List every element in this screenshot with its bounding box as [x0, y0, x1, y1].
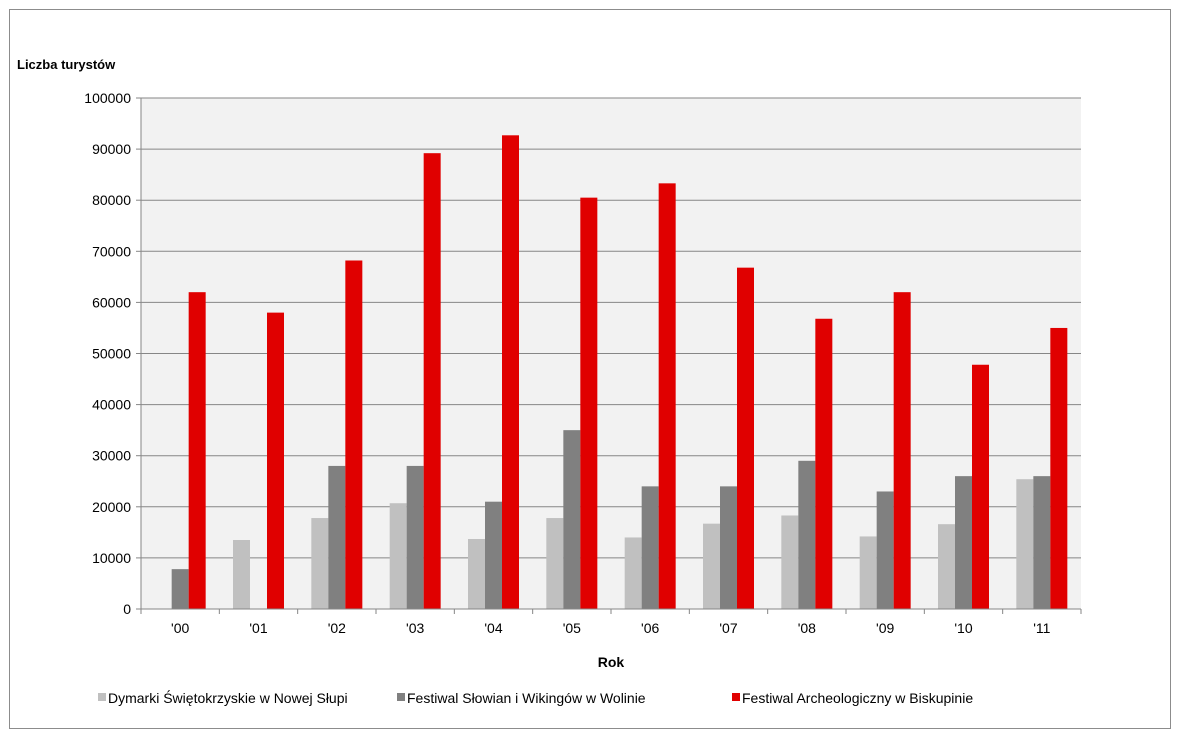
bar: [955, 476, 972, 609]
bar: [1016, 479, 1034, 609]
bar: [345, 260, 363, 609]
chart-frame: 0 10000 20000 30000 40000 50000 60000 70000 8000…: [9, 9, 1171, 729]
y-tick-label: 30000: [92, 448, 131, 464]
bar: [1050, 327, 1068, 609]
y-tick-label: 20000: [92, 499, 131, 515]
y-tick-label: 80000: [92, 192, 131, 208]
y-tick-label: 0: [123, 601, 131, 617]
y-tick-label: 60000: [92, 294, 131, 310]
bar: [658, 183, 676, 609]
x-tick-label: '11: [1033, 620, 1050, 636]
y-axis-title: Liczba turystów: [17, 57, 116, 72]
bar: [815, 318, 833, 609]
y-tick-label: 100000: [84, 90, 131, 106]
bar: [468, 538, 485, 609]
bar: [737, 267, 754, 609]
x-tick-label: '09: [876, 620, 894, 636]
bar: [624, 537, 642, 609]
bar: [876, 491, 894, 609]
bars: [171, 135, 1068, 610]
bar: [798, 460, 816, 609]
bar: [859, 536, 877, 609]
grid-lines: [141, 97, 1081, 559]
bar: [1033, 476, 1051, 609]
x-tick-label: '01: [249, 620, 267, 636]
x-tick-label: '00: [171, 620, 189, 636]
bar: [720, 486, 737, 609]
x-tick-label: '04: [484, 620, 502, 636]
x-axis-title: Rok: [598, 654, 625, 670]
bar: [423, 153, 441, 610]
x-tick-label: '06: [641, 620, 659, 636]
legend: Dymarki Świętokrzyskie w Nowej Słupi Fest…: [98, 689, 973, 706]
bar: [781, 515, 799, 609]
bar: [267, 312, 284, 609]
bar: [485, 501, 502, 609]
x-tick-label: '03: [406, 620, 424, 636]
y-tick-label: 40000: [92, 397, 131, 413]
x-tick-label: '05: [563, 620, 581, 636]
y-tick-label: 90000: [92, 141, 131, 157]
bar: [938, 524, 955, 609]
legend-label: Dymarki Świętokrzyskie w Nowej Słupi: [108, 689, 348, 706]
bar: [502, 135, 519, 609]
bar: [893, 292, 911, 609]
legend-swatch: [98, 693, 106, 701]
bar: [171, 569, 189, 609]
bar-chart: 0 10000 20000 30000 40000 50000 60000 70000 8000…: [17, 57, 1082, 706]
bar: [641, 486, 659, 609]
bar: [188, 292, 206, 609]
x-axis-ticks: '00 '01 '02 '03 '04 '05 '06 '07 '08 '09 '10 '11: [140, 609, 1082, 636]
bar: [703, 523, 720, 609]
y-tick-label: 50000: [92, 346, 131, 362]
y-axis-ticks: 0 10000 20000 30000 40000 50000 60000 70000 8000…: [84, 90, 141, 617]
legend-label: Festiwal Słowian i Wikingów w Wolinie: [407, 690, 646, 706]
x-tick-label: '10: [954, 620, 972, 636]
bar: [406, 465, 424, 609]
bar: [972, 364, 989, 609]
x-tick-label: '08: [798, 620, 816, 636]
bar: [328, 465, 346, 609]
x-tick-label: '07: [719, 620, 737, 636]
y-tick-label: 70000: [92, 243, 131, 259]
x-tick-label: '02: [328, 620, 346, 636]
legend-swatch: [397, 693, 405, 701]
bar: [580, 197, 598, 609]
bar: [389, 503, 407, 609]
legend-swatch: [732, 693, 740, 701]
bar: [546, 518, 564, 609]
bar: [233, 540, 250, 609]
bar: [563, 430, 581, 609]
y-tick-label: 10000: [92, 550, 131, 566]
bar: [311, 518, 329, 609]
legend-label: Festiwal Archeologiczny w Biskupinie: [742, 690, 973, 706]
